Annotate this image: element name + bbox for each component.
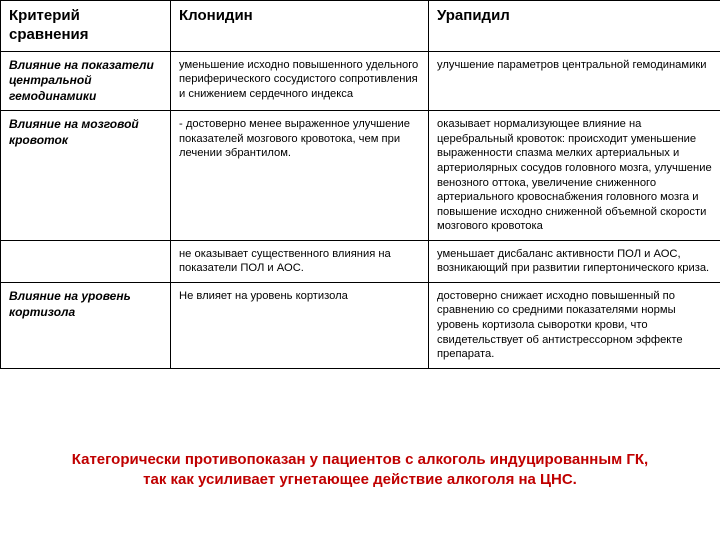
comparison-table: Критерий сравнения Клонидин Урапидил Вли… [0,0,720,369]
cell-urapidil: уменьшает дисбаланс активности ПОЛ и АОС… [429,240,720,282]
table-header-row: Критерий сравнения Клонидин Урапидил [1,1,720,52]
table-row: Влияние на показатели центральной гемоди… [1,51,720,111]
table-row: Влияние на мозговой кровоток - достоверн… [1,111,720,241]
row-criterion: Влияние на показатели центральной гемоди… [1,51,171,111]
row-criterion: Влияние на мозговой кровоток [1,111,171,241]
cell-urapidil: улучшение параметров центральной гемодин… [429,51,720,111]
col-header-urapidil: Урапидил [429,1,720,52]
cell-urapidil: достоверно снижает исходно повышенный по… [429,282,720,368]
table-row: Влияние на уровень кортизола Не влияет н… [1,282,720,368]
page: { "table": { "columns": [ { "label": "Кр… [0,0,720,540]
row-criterion [1,240,171,282]
cell-clonidine: не оказывает существенного влияния на по… [171,240,429,282]
contraindication-warning: Категорически противопоказан у пациентов… [70,450,650,489]
col-header-criterion: Критерий сравнения [1,1,171,52]
table-row: не оказывает существенного влияния на по… [1,240,720,282]
cell-clonidine: уменьшение исходно повышенного удельного… [171,51,429,111]
row-criterion: Влияние на уровень кортизола [1,282,171,368]
cell-clonidine: - достоверно менее выраженное улучшение … [171,111,429,241]
cell-clonidine: Не влияет на уровень кортизола [171,282,429,368]
cell-urapidil: оказывает нормализующее влияние на цереб… [429,111,720,241]
col-header-clonidine: Клонидин [171,1,429,52]
